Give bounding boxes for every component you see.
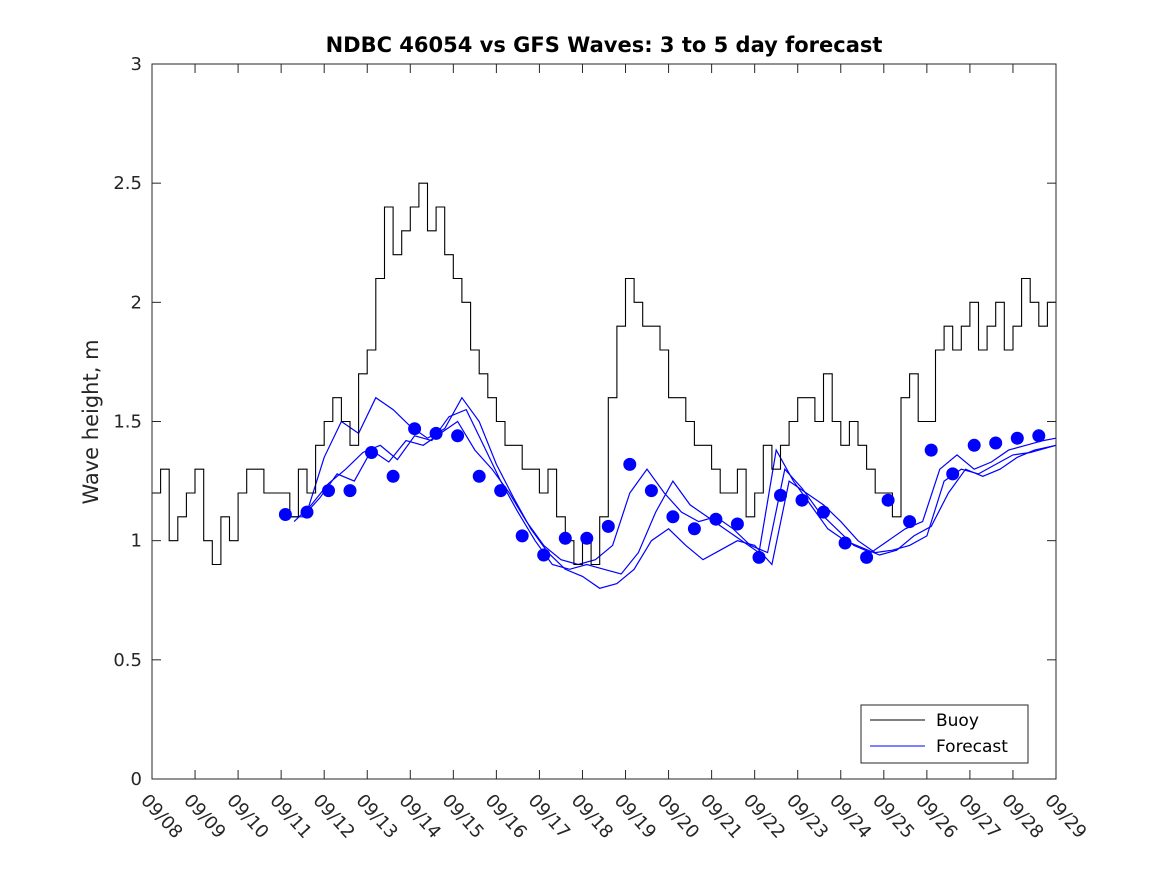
forecast-point [774, 488, 787, 502]
forecast-point [278, 508, 292, 521]
forecast-point [666, 510, 680, 524]
forecast-point [494, 484, 508, 498]
forecast-point [558, 531, 572, 545]
y-axis-label: Wave height, m [79, 339, 103, 504]
forecast-point [730, 517, 744, 531]
forecast-point [601, 519, 615, 533]
forecast-point [343, 484, 357, 498]
y-tick-label: 2 [131, 292, 142, 313]
forecast-point [322, 484, 335, 498]
forecast-point [300, 505, 314, 519]
buoy-series-line [152, 182, 1056, 566]
forecast-point [537, 548, 551, 562]
forecast-point [623, 457, 637, 471]
y-tick-label: 1 [131, 531, 142, 552]
forecast-point [451, 429, 465, 443]
forecast-point [860, 550, 874, 564]
forecast-point [838, 536, 852, 550]
forecast-point [903, 515, 917, 529]
forecast-point [687, 522, 701, 536]
y-tick-label: 2.5 [113, 173, 142, 194]
forecast-point [1010, 431, 1024, 445]
forecast-point [429, 426, 443, 440]
forecast-point [924, 443, 938, 457]
forecast-point [472, 469, 486, 483]
y-tick-label: 1.5 [113, 412, 142, 433]
forecast-run-line-2 [293, 408, 1057, 575]
y-tick-label: 0 [131, 769, 142, 790]
forecast-point [515, 529, 529, 543]
forecast-point [989, 436, 1003, 450]
forecast-point [946, 467, 960, 481]
legend-buoy-label: Buoy [936, 711, 979, 731]
y-tick-label: 0.5 [113, 650, 142, 671]
y-tick-label: 3 [131, 54, 142, 75]
legend: Buoy Forecast [860, 704, 1029, 764]
forecast-point [1032, 429, 1046, 443]
forecast-point [817, 505, 830, 519]
plot-area [152, 182, 1057, 589]
forecast-run-line-3 [306, 396, 1057, 589]
legend-forecast-label: Forecast [936, 737, 1008, 757]
forecast-point [709, 512, 723, 526]
forecast-point [580, 531, 594, 545]
forecast-point [365, 446, 378, 459]
legend-box [860, 704, 1029, 764]
forecast-point [795, 493, 809, 507]
forecast-point [408, 422, 422, 436]
forecast-run-line-1 [285, 420, 1057, 566]
forecast-point [881, 493, 895, 507]
forecast-point [752, 550, 766, 564]
forecast-point [967, 438, 981, 452]
chart-title: NDBC 46054 vs GFS Waves: 3 to 5 day fore… [326, 33, 883, 57]
forecast-point [644, 484, 658, 498]
forecast-point [386, 469, 400, 483]
